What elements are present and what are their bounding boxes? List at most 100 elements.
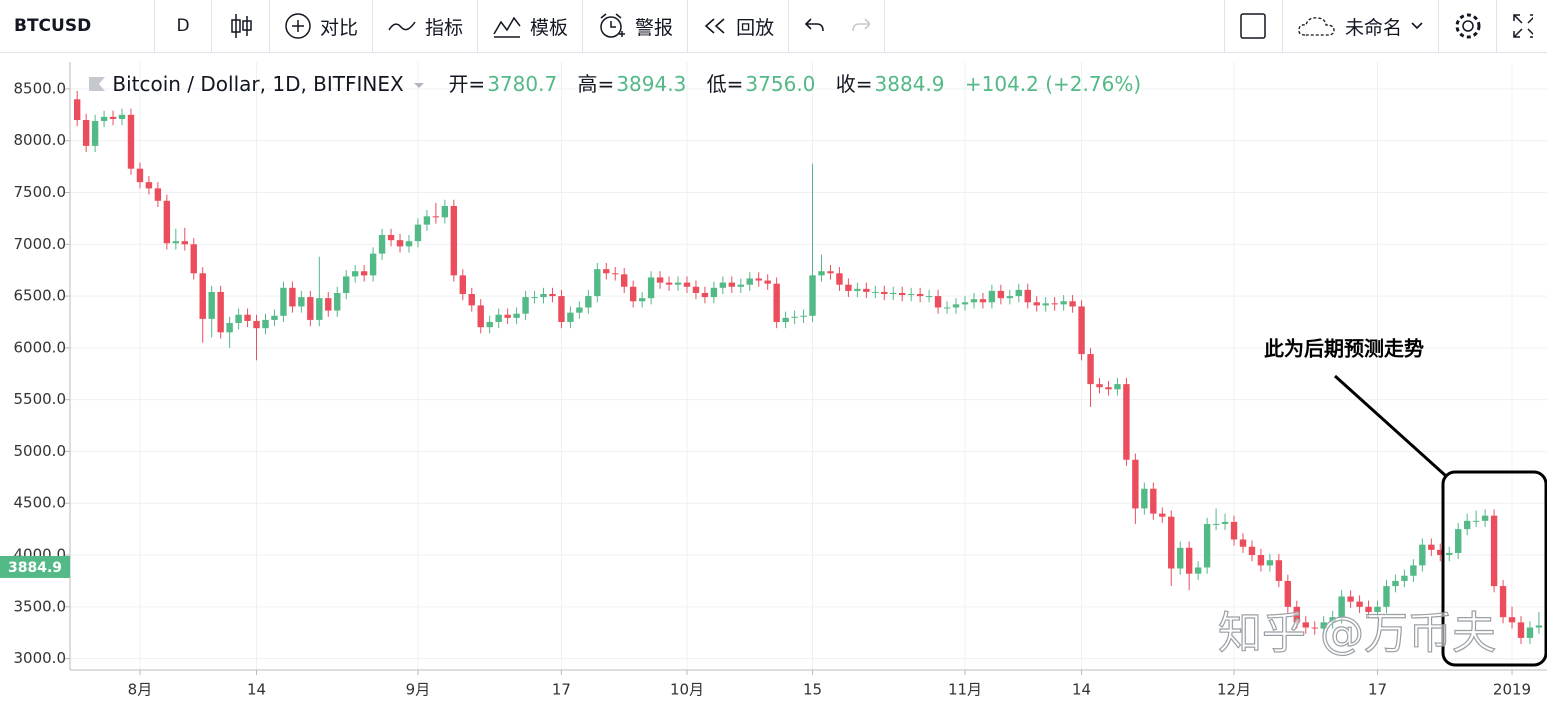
candle-body: [82, 120, 90, 146]
candle-body: [791, 316, 798, 318]
candle-body: [1132, 459, 1139, 509]
candle-body: [1203, 523, 1211, 568]
x-tick-label: 15: [803, 681, 822, 699]
chart-type-button[interactable]: [212, 0, 270, 52]
y-tick-label: 3500.0: [14, 597, 67, 615]
candle-body: [549, 294, 556, 297]
candle-body: [899, 292, 906, 296]
candle-body: [890, 292, 897, 295]
candle-body: [1275, 560, 1283, 581]
templates-button[interactable]: 模板: [478, 0, 584, 52]
close-label: 收=: [835, 72, 873, 96]
y-tick-label: 5500.0: [14, 390, 67, 408]
toolbar: BTCUSD D 对比 指标 模板 警报 回放 未命名: [0, 0, 1547, 53]
candle-body: [1042, 303, 1049, 306]
candle-body: [1096, 384, 1103, 388]
candle-body: [100, 116, 108, 122]
annotation-text: 此为后期预测走势: [1264, 337, 1424, 361]
candle-body: [217, 291, 224, 333]
toolbar-spacer: [885, 0, 1225, 52]
y-tick-label: 5000.0: [14, 442, 67, 460]
candle-body: [1230, 521, 1238, 540]
candle-body: [1311, 627, 1318, 629]
candle-body: [468, 294, 475, 306]
y-tick-label: 8000.0: [14, 131, 67, 149]
candle-body: [208, 291, 215, 319]
candle-body: [118, 114, 126, 119]
open-label: 开=: [448, 72, 486, 96]
candle-body: [1347, 596, 1354, 602]
settings-button[interactable]: [1439, 0, 1497, 52]
template-icon: [493, 16, 521, 38]
y-tick-label: 7500.0: [14, 183, 67, 201]
last-price-label: 3884.9: [8, 560, 62, 576]
candle-body: [450, 205, 458, 276]
candle-body: [127, 114, 135, 169]
candle-body: [334, 292, 341, 311]
y-tick-label: 6500.0: [14, 287, 67, 305]
candle-body: [280, 287, 287, 316]
candle-body: [1472, 520, 1480, 522]
candle-body: [1526, 627, 1534, 638]
candle-body: [1006, 296, 1014, 299]
candle-body: [253, 320, 260, 329]
candle-body: [1338, 596, 1345, 618]
candle-body: [271, 315, 278, 320]
candle-body: [1069, 301, 1076, 307]
fullscreen-layout[interactable]: [1225, 0, 1283, 52]
close-value: 3884.9: [874, 72, 945, 96]
candle-body: [73, 99, 81, 121]
candle-body: [154, 188, 162, 201]
candle-body: [1535, 625, 1543, 628]
candle-body: [558, 296, 565, 322]
fullscreen-button[interactable]: [1497, 0, 1547, 52]
indicators-button[interactable]: 指标: [373, 0, 479, 52]
change-value: +104.2 (+2.76%): [964, 72, 1142, 96]
candle-body: [674, 282, 682, 285]
candle-body: [1177, 547, 1184, 569]
candle-body: [1374, 606, 1381, 612]
replay-button[interactable]: 回放: [688, 0, 790, 52]
x-tick-label: 17: [1368, 681, 1387, 699]
compare-button[interactable]: 对比: [270, 0, 374, 52]
undo-redo-icon[interactable]: [803, 15, 871, 37]
candle-body: [136, 168, 144, 183]
candle-body: [289, 287, 296, 307]
candle-body: [701, 292, 709, 298]
y-tick-label: 7000.0: [14, 235, 67, 253]
replay-label: 回放: [736, 16, 775, 39]
candle-body: [1508, 617, 1516, 623]
interval: D: [176, 16, 190, 36]
candle-body: [1490, 515, 1498, 587]
candle-body: [576, 307, 583, 313]
annotation-box: [1441, 470, 1547, 667]
layout-menu[interactable]: 未命名: [1283, 0, 1439, 52]
candle-body: [1150, 488, 1157, 514]
candle-body: [1194, 567, 1202, 574]
candle-body: [244, 314, 251, 321]
candle-body: [360, 271, 368, 276]
low-label: 低=: [706, 72, 744, 96]
candle-body: [594, 269, 601, 297]
candle-body: [827, 271, 834, 274]
alert-button[interactable]: 警报: [583, 0, 689, 52]
legend: Bitcoin / Dollar, 1D, BITFINEX 开= 3780.7 …: [88, 68, 1143, 97]
candle-body: [522, 297, 529, 314]
candle-body: [809, 275, 816, 316]
candle-body: [764, 280, 771, 284]
candle-body: [1024, 289, 1031, 303]
candle-body: [91, 121, 99, 146]
candle-body: [1302, 622, 1309, 628]
candle-body: [1320, 622, 1327, 629]
candle-body: [486, 321, 493, 328]
x-tick-label: 2019: [1493, 681, 1531, 699]
candle-body: [719, 282, 727, 288]
candle-body: [1159, 513, 1166, 517]
cloud-icon: [1298, 17, 1335, 36]
candle-body: [1455, 529, 1462, 553]
candle-body: [773, 283, 780, 322]
interval-button[interactable]: D: [155, 0, 212, 52]
annotation-arrow: [1333, 374, 1448, 478]
symbol-search[interactable]: BTCUSD: [0, 0, 155, 52]
